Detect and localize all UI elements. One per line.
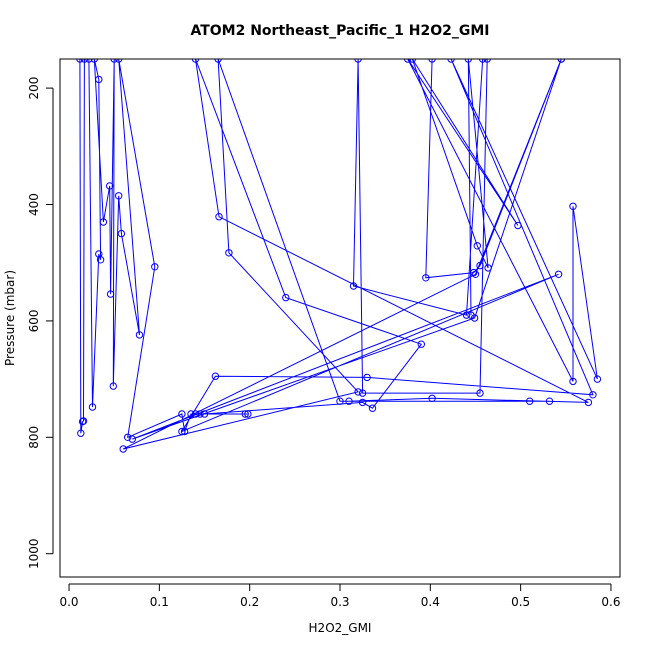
y-axis: 200 400 600 800 1000 — [27, 77, 54, 569]
y-tick-label: 1000 — [27, 538, 41, 569]
data-point — [358, 398, 367, 407]
data-point — [115, 59, 123, 63]
y-tick-label: 400 — [27, 193, 41, 216]
chart-title: ATOM2 Northeast_Pacific_1 H2O2_GMI — [190, 23, 489, 39]
data-point — [484, 264, 492, 272]
data-point — [119, 445, 127, 453]
data-point — [187, 410, 195, 418]
x-tick-label: 0.3 — [330, 595, 349, 609]
data-point — [467, 311, 475, 319]
y-tick-label: 200 — [27, 77, 41, 100]
data-point — [128, 435, 137, 443]
data-point — [282, 293, 290, 302]
data-point — [225, 249, 233, 257]
data-point — [85, 59, 93, 63]
data-point — [476, 389, 484, 397]
data-point — [476, 261, 484, 270]
data-point — [545, 397, 554, 405]
data-point — [78, 417, 87, 426]
data-point — [77, 429, 85, 437]
x-axis-label: H2O2_GMI — [309, 621, 372, 635]
data-point — [90, 59, 98, 63]
data-point — [471, 270, 480, 278]
data-point — [241, 410, 249, 418]
data-point — [124, 433, 132, 441]
data-point — [200, 410, 209, 418]
data-point — [422, 274, 430, 282]
data-point — [115, 192, 123, 200]
data-point — [428, 394, 436, 402]
x-axis: 0.0 0.1 0.2 0.3 0.4 0.5 0.6 — [59, 583, 621, 609]
data-point — [110, 59, 118, 63]
data-point — [99, 218, 108, 226]
data-point — [95, 75, 103, 84]
x-tick-label: 0.2 — [240, 595, 259, 609]
y-tick-label: 600 — [27, 309, 41, 332]
data-point — [526, 397, 534, 405]
data-point — [483, 59, 491, 63]
data-point — [106, 182, 114, 190]
data-point — [404, 59, 412, 63]
data-point — [336, 397, 344, 405]
x-tick-label: 0.0 — [59, 595, 78, 609]
data-point — [417, 340, 425, 348]
data-point — [117, 229, 126, 238]
data-point — [428, 59, 436, 63]
plot-area — [76, 59, 602, 453]
data-point — [88, 403, 97, 411]
data-point — [244, 410, 252, 418]
x-tick-label: 0.5 — [511, 595, 530, 609]
data-point — [215, 213, 223, 221]
data-point — [180, 427, 189, 436]
data-point — [368, 404, 377, 412]
x-tick-label: 0.6 — [601, 595, 620, 609]
data-point — [589, 391, 597, 399]
data-point — [408, 59, 416, 63]
data-point — [479, 59, 487, 63]
data-point — [349, 282, 358, 290]
data-point — [584, 398, 593, 407]
data-point — [557, 59, 565, 63]
y-tick-label: 800 — [27, 426, 41, 449]
plot-frame — [59, 58, 621, 578]
data-point — [345, 397, 353, 405]
data-point — [514, 221, 522, 230]
data-point — [135, 331, 144, 339]
series-line — [79, 59, 598, 450]
data-point — [196, 410, 204, 418]
data-point — [106, 290, 115, 298]
data-point — [593, 375, 602, 383]
data-point — [473, 242, 481, 250]
data-point — [109, 382, 118, 390]
data-point — [447, 59, 455, 63]
data-point — [464, 59, 472, 63]
data-point — [354, 59, 362, 63]
data-point — [214, 59, 222, 63]
data-point — [354, 388, 362, 396]
data-point — [80, 59, 89, 63]
data-point — [358, 389, 367, 397]
data-point — [554, 270, 563, 278]
data-point — [151, 263, 159, 271]
data-point — [211, 372, 220, 380]
data-point — [191, 410, 200, 418]
x-tick-label: 0.4 — [421, 595, 440, 609]
data-point — [96, 256, 105, 264]
data-point — [178, 427, 186, 436]
data-point — [178, 410, 186, 418]
x-tick-label: 0.1 — [150, 595, 169, 609]
data-point — [470, 268, 478, 277]
data-point — [462, 311, 471, 319]
data-point — [363, 373, 371, 382]
data-point — [569, 377, 577, 386]
data-point — [191, 59, 200, 63]
data-point — [76, 59, 84, 63]
data-point — [79, 417, 88, 425]
data-point — [569, 202, 577, 211]
y-axis-label: Pressure (mbar) — [3, 270, 17, 366]
